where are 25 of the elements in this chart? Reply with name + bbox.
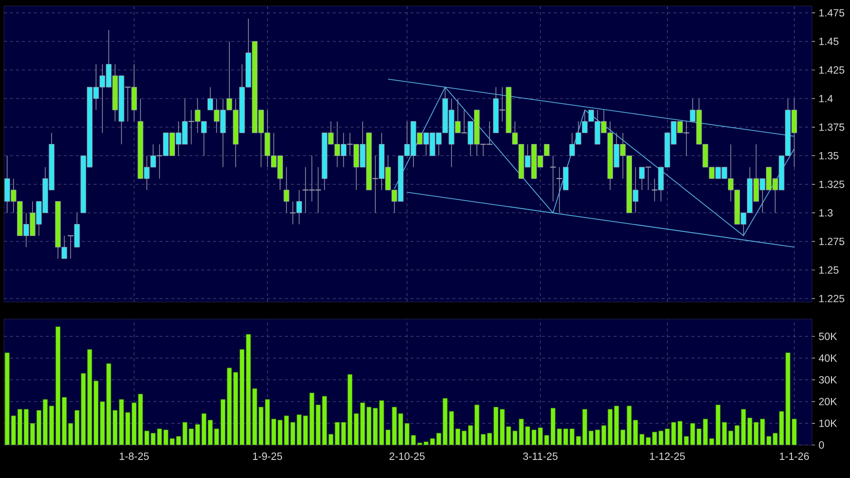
x-tick-label: 3-11-25 (523, 452, 558, 460)
candlestick (550, 155, 556, 202)
y-tick-label: 1.225 (819, 294, 844, 302)
candlestick (284, 166, 290, 214)
x-tick-label: 1-12-25 (650, 452, 685, 460)
y-tick-label: 30K (818, 376, 838, 384)
y-tick-label: 1.375 (819, 123, 844, 131)
y-tick-label: 20K (819, 398, 838, 406)
x-tick-label: 1-9-25 (253, 452, 282, 460)
y-tick-label: 1.425 (819, 66, 844, 74)
y-tick-label: 1.45 (819, 38, 838, 46)
y-tick-label: 1.4 (819, 94, 833, 102)
y-tick-label: 1.35 (819, 152, 838, 160)
y-tick-label: 40K (818, 354, 838, 362)
y-tick-label: 1.275 (819, 238, 844, 246)
y-tick-label: 10K (819, 420, 838, 427)
y-tick-label: 1.475 (819, 9, 844, 17)
x-tick-label: 1-8-25 (120, 452, 149, 460)
y-tick-label: 1.25 (819, 266, 838, 274)
x-tick-label: 1-1-26 (780, 452, 809, 460)
y-tick-label: 0 (818, 441, 824, 449)
y-tick-label: 1.325 (819, 180, 844, 188)
y-tick-label: 50K (818, 332, 838, 340)
x-tick-label: 2-10-25 (390, 452, 425, 460)
y-tick-label: 1.3 (819, 209, 833, 217)
